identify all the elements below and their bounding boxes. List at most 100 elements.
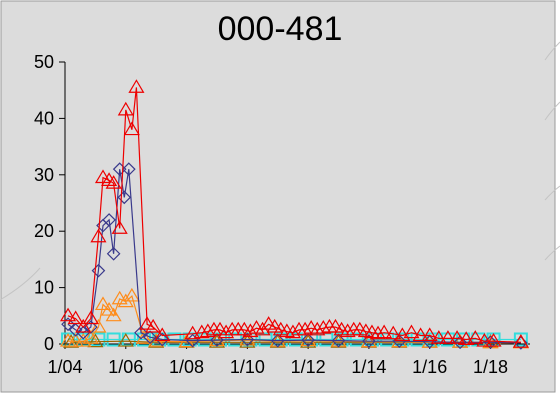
data-point-triangle <box>339 323 356 338</box>
data-point-triangle <box>59 307 77 322</box>
data-point-triangle <box>260 316 277 330</box>
data-point-diamond <box>331 333 346 348</box>
data-point-square <box>513 332 528 347</box>
data-point-diamond <box>143 330 157 345</box>
data-point-triangle <box>193 324 210 339</box>
data-point-diamond <box>270 333 285 348</box>
x-tick-label: 1/18 <box>473 357 508 377</box>
data-point-triangle <box>284 324 301 339</box>
data-point-diamond <box>514 336 528 350</box>
data-point-diamond <box>240 332 255 347</box>
data-point-triangle <box>327 318 344 333</box>
x-tick-label: 1/16 <box>412 357 447 377</box>
data-point-triangle <box>105 175 122 189</box>
data-point-triangle <box>75 318 92 333</box>
data-point-triangle <box>94 296 112 311</box>
data-point-diamond <box>121 162 136 177</box>
data-point-triangle <box>111 220 128 234</box>
data-point-diamond <box>134 325 148 340</box>
data-point-triangle <box>135 330 153 344</box>
data-point-triangle <box>211 321 229 336</box>
data-point-triangle <box>449 330 466 344</box>
arc-right-4 <box>544 245 560 261</box>
y-tick-label: 50 <box>34 52 54 72</box>
data-point-diamond <box>61 317 75 332</box>
data-point-diamond <box>106 246 121 261</box>
chart-title: 000-481 <box>218 10 343 48</box>
data-point-triangle <box>369 325 387 340</box>
data-point-diamond <box>301 333 315 347</box>
data-point-triangle <box>87 333 104 348</box>
data-point-triangle <box>403 324 420 339</box>
data-point-triangle <box>266 318 283 333</box>
data-point-triangle <box>385 325 402 340</box>
data-point-triangle <box>218 324 235 339</box>
data-point-triangle <box>90 228 107 243</box>
data-point-diamond <box>453 335 467 350</box>
data-point-triangle <box>101 172 118 186</box>
data-point-triangle <box>430 330 447 344</box>
data-point-diamond <box>483 335 498 350</box>
data-point-triangle <box>123 287 140 302</box>
data-point-triangle <box>412 327 429 342</box>
arc-left <box>0 267 41 301</box>
data-point-diamond <box>91 263 106 278</box>
x-tick-label: 1/14 <box>351 357 386 377</box>
data-point-diamond <box>112 162 127 177</box>
y-tick-label: 20 <box>34 221 54 241</box>
data-point-square <box>440 332 455 347</box>
decorative-arcs <box>0 41 560 301</box>
data-point-triangle <box>184 325 201 340</box>
data-point-triangle <box>452 334 469 348</box>
arc-right-3 <box>544 185 560 201</box>
data-point-triangle <box>476 332 493 347</box>
data-point-triangle <box>111 290 128 305</box>
data-point-triangle <box>123 121 140 136</box>
data-point-triangle <box>297 321 314 336</box>
y-tick-label: 40 <box>34 108 54 128</box>
data-point-triangle <box>376 324 393 339</box>
data-point-triangle <box>242 323 259 338</box>
data-point-triangle <box>101 301 118 316</box>
data-point-triangle <box>421 327 438 342</box>
axes: 0 10 20 30 40 50 1/04 1/06 1/08 1/10 1/12 1/14 1/16 1… <box>34 52 530 377</box>
data-point-square <box>349 332 364 347</box>
data-point-diamond <box>102 213 116 227</box>
data-point-triangle <box>117 332 134 347</box>
data-point-triangle <box>82 330 99 344</box>
data-point-triangle <box>467 330 484 344</box>
data-point-triangle <box>309 321 326 336</box>
x-tick-label: 1/12 <box>291 357 326 377</box>
data-point-triangle <box>439 330 456 344</box>
arc-right-2 <box>544 101 560 121</box>
x-tick-label: 1/06 <box>108 357 143 377</box>
data-point-triangle <box>128 79 145 93</box>
data-point-triangle <box>512 334 529 348</box>
data-point-square <box>106 332 121 347</box>
x-tick-label: 1/08 <box>169 357 204 377</box>
y-tick-label: 0 <box>44 334 54 354</box>
data-point-triangle <box>75 332 92 347</box>
data-point-diamond <box>76 325 91 340</box>
data-point-triangle <box>154 327 171 342</box>
data-point-triangle <box>485 332 502 347</box>
data-point-triangle <box>94 169 112 184</box>
y-tick-label: 10 <box>34 278 54 298</box>
data-point-triangle <box>117 101 134 116</box>
data-point-triangle <box>105 307 122 322</box>
series-0 <box>59 79 529 348</box>
data-point-triangle <box>67 310 84 325</box>
data-point-triangle <box>145 318 162 333</box>
data-point-diamond <box>155 332 170 347</box>
data-point-triangle <box>458 331 475 345</box>
series-layer <box>59 79 529 350</box>
data-point-diamond <box>117 190 132 205</box>
arc-right-1 <box>544 41 560 61</box>
data-point-triangle <box>139 316 156 330</box>
y-tick-label: 30 <box>34 165 54 185</box>
x-tick-label: 1/10 <box>230 357 265 377</box>
data-point-diamond <box>68 323 83 337</box>
data-point-triangle <box>315 320 332 334</box>
